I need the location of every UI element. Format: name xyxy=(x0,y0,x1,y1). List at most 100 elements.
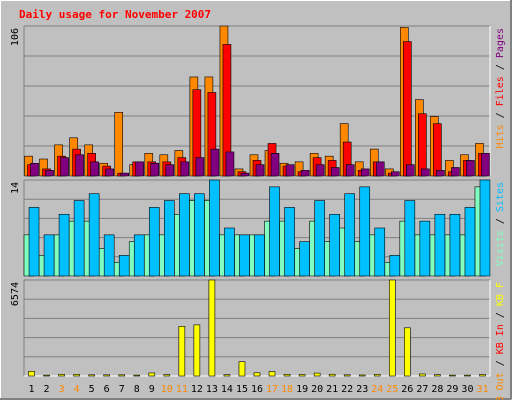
legend-entry: / xyxy=(495,354,506,372)
bar-pages-day-16 xyxy=(255,164,265,177)
bar-pages-day-28 xyxy=(436,170,445,177)
bar-kb-f-day-5 xyxy=(88,374,95,377)
bar-pages-day-14 xyxy=(225,151,235,177)
x-tick-label-day-23: 23 xyxy=(356,384,368,395)
x-tick-label-day-28: 28 xyxy=(431,384,443,395)
panel-top-legend: Hits / Files / Pages xyxy=(495,28,506,148)
bar-files-day-28 xyxy=(433,123,442,177)
bar-files-day-27 xyxy=(418,113,427,177)
bar-kb-f-day-12 xyxy=(193,324,201,377)
bar-pages-day-24 xyxy=(375,161,385,177)
legend-entry: / xyxy=(495,106,506,124)
x-tick-label-day-24: 24 xyxy=(371,384,383,395)
panel-top-plot-area xyxy=(24,26,490,176)
bar-kb-f-day-3 xyxy=(58,374,65,377)
bar-pages-day-15 xyxy=(240,172,250,177)
bar-pages-day-19 xyxy=(300,170,310,177)
bar-sites-day-6 xyxy=(103,234,115,277)
x-tick-label-day-13: 13 xyxy=(206,384,218,395)
bar-pages-day-12 xyxy=(195,157,205,177)
bar-kb-f-day-14 xyxy=(223,374,231,377)
bar-sites-day-27 xyxy=(419,220,431,277)
x-tick-label-day-18: 18 xyxy=(281,384,293,395)
bar-files-day-26 xyxy=(403,41,412,177)
bar-kb-f-day-16 xyxy=(253,372,261,377)
bar-sites-day-9 xyxy=(148,207,160,277)
legend-entry: KB Out xyxy=(495,372,506,400)
x-tick-label-day-30: 30 xyxy=(461,384,473,395)
bar-pages-day-2 xyxy=(45,170,54,177)
bar-kb-f-day-8 xyxy=(133,374,141,377)
bar-sites-day-28 xyxy=(434,213,446,277)
x-tick-label-day-14: 14 xyxy=(221,384,233,395)
x-tick-label-day-15: 15 xyxy=(236,384,248,395)
x-tick-label-day-12: 12 xyxy=(191,384,203,395)
bar-pages-day-8 xyxy=(135,161,145,177)
x-tick-label-day-5: 5 xyxy=(89,384,95,395)
x-tick-label-day-3: 3 xyxy=(59,384,65,395)
bar-pages-day-17 xyxy=(270,153,280,177)
legend-entry: / xyxy=(495,212,506,230)
x-tick-label-day-26: 26 xyxy=(401,384,413,395)
bar-sites-day-3 xyxy=(58,213,70,277)
bar-sites-day-31 xyxy=(479,179,491,277)
bar-sites-day-18 xyxy=(284,207,295,277)
bar-kb-f-day-27 xyxy=(419,373,426,377)
bar-pages-day-29 xyxy=(451,167,460,177)
x-tick-label-day-22: 22 xyxy=(341,384,353,395)
bar-kb-f-day-26 xyxy=(404,327,411,377)
legend-entry: Hits xyxy=(495,124,506,148)
x-tick-label-day-1: 1 xyxy=(29,384,35,395)
bar-sites-day-12 xyxy=(194,193,205,277)
panel-middle: 14 Visits / Sites xyxy=(10,179,506,277)
bar-pages-day-30 xyxy=(466,160,475,177)
x-tick-label-day-17: 17 xyxy=(266,384,278,395)
legend-entry: Files xyxy=(495,76,506,106)
bar-kb-f-day-28 xyxy=(434,374,441,377)
x-tick-label-day-25: 25 xyxy=(386,384,398,395)
bar-kb-f-day-20 xyxy=(313,372,321,377)
x-tick-label-day-8: 8 xyxy=(134,384,140,395)
x-tick-label-day-11: 11 xyxy=(176,384,188,395)
bar-pages-day-11 xyxy=(180,161,190,177)
bar-kb-f-day-17 xyxy=(268,371,276,377)
bar-sites-day-2 xyxy=(43,234,55,277)
legend-entry: Sites xyxy=(495,182,506,212)
bar-pages-day-4 xyxy=(75,154,84,177)
legend-entry: Pages xyxy=(495,28,506,58)
bar-sites-day-16 xyxy=(254,234,265,277)
bar-kb-f-day-18 xyxy=(283,374,291,377)
bar-kb-f-day-4 xyxy=(73,374,80,377)
x-tick-label-day-2: 2 xyxy=(44,384,50,395)
chart-title: Daily usage for November 2007 xyxy=(19,8,211,21)
x-tick-label-day-16: 16 xyxy=(251,384,263,395)
bar-pages-day-21 xyxy=(330,167,340,177)
bar-sites-day-10 xyxy=(164,200,175,277)
x-tick-label-day-21: 21 xyxy=(326,384,338,395)
bar-sites-day-20 xyxy=(314,200,325,277)
bar-pages-day-25 xyxy=(390,171,400,177)
panel-bottom-max-label: 6574 xyxy=(10,282,21,306)
bar-kb-f-day-23 xyxy=(358,374,366,377)
legend-entry: KB In xyxy=(495,324,506,354)
x-tick-label-day-27: 27 xyxy=(416,384,428,395)
bar-sites-day-26 xyxy=(404,200,416,277)
bar-pages-day-1 xyxy=(30,162,39,177)
bar-sites-day-23 xyxy=(359,186,371,277)
panel-middle-max-label: 14 xyxy=(10,182,21,194)
bar-sites-day-14 xyxy=(224,227,235,277)
bar-sites-day-22 xyxy=(344,193,355,277)
bar-pages-day-3 xyxy=(60,157,69,177)
bar-kb-f-day-22 xyxy=(343,374,351,377)
bar-kb-f-day-24 xyxy=(373,374,381,377)
bar-sites-day-8 xyxy=(133,234,145,277)
bar-pages-day-23 xyxy=(360,168,370,177)
bar-sites-day-29 xyxy=(449,213,461,277)
x-tick-label-day-19: 19 xyxy=(296,384,308,395)
bar-kb-f-day-13 xyxy=(208,279,216,377)
bar-pages-day-31 xyxy=(481,153,490,177)
legend-entry: / xyxy=(495,306,506,324)
panel-bottom-plot-area xyxy=(24,280,490,376)
bar-kb-f-day-21 xyxy=(328,373,336,377)
